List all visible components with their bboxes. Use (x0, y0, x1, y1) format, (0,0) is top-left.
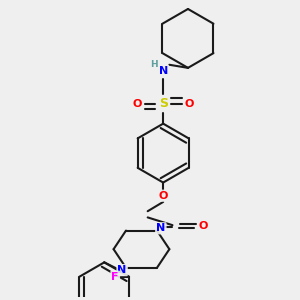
Text: N: N (156, 223, 166, 233)
Text: O: O (185, 98, 194, 109)
Text: N: N (158, 66, 168, 76)
Text: S: S (159, 97, 168, 110)
Text: F: F (111, 272, 119, 282)
Text: H: H (150, 60, 158, 69)
Text: O: O (132, 98, 142, 109)
Text: O: O (158, 191, 168, 201)
Text: N: N (118, 265, 127, 275)
Text: O: O (199, 221, 208, 231)
